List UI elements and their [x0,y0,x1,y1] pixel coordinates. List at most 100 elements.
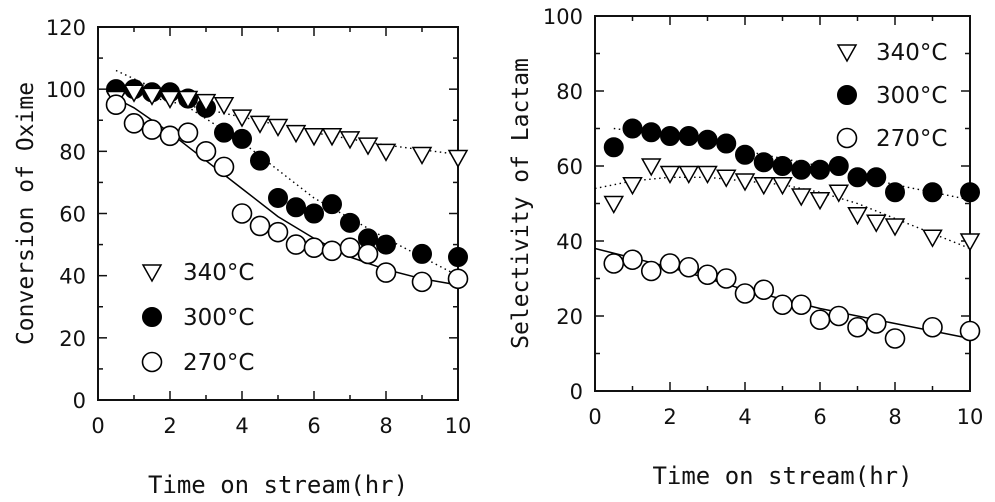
data-point [214,122,234,143]
data-point [847,167,868,188]
data-point [603,253,625,274]
data-point [268,187,288,208]
y-tick-label: 20 [59,327,86,351]
data-point [213,96,235,116]
y-tick-label: 80 [59,140,86,164]
data-point [847,316,868,338]
data-point [660,126,680,146]
data-point [304,203,324,224]
y-tick-label: 60 [556,155,583,179]
y-tick-label: 100 [543,5,583,29]
data-point [105,94,127,116]
data-point [790,188,812,207]
data-point [376,234,396,255]
x-tick-label: 10 [445,414,472,438]
x-tick-label: 0 [588,405,601,429]
data-point [828,305,850,327]
data-point [885,182,905,203]
legend-label: 300°C [183,305,254,331]
data-point [411,146,433,165]
x-tick-label: 4 [738,405,751,429]
data-point [447,149,469,169]
data-point [866,167,887,188]
data-point [959,233,981,252]
data-point [340,212,360,233]
legend-marker [837,85,857,105]
y-tick-label: 120 [46,16,86,40]
plot-frame [594,15,971,392]
series-filled-circle [106,79,468,268]
data-point [321,240,343,262]
data-point [810,159,830,180]
data-point [232,128,252,149]
data-point [734,173,756,192]
data-point [411,271,433,293]
data-point [715,169,737,188]
data-point [678,126,699,146]
data-point [231,109,253,128]
x-tick-label: 2 [163,414,176,438]
data-point [922,229,943,248]
data-point [865,313,887,334]
data-point [285,234,307,255]
data-point [213,156,235,178]
data-point [753,177,775,196]
y-axis-label: Selectivity of Lactam [508,58,534,349]
data-point [715,268,737,289]
data-point [267,221,289,243]
data-point [339,131,361,150]
x-tick-label: 8 [379,414,392,438]
data-point [884,328,906,349]
y-tick-label: 100 [46,78,86,102]
data-point [641,122,662,143]
data-point [250,150,270,171]
legend-label: 270°C [183,350,254,376]
data-point [772,156,793,176]
legend-marker [836,44,858,63]
x-tick-label: 10 [957,405,984,429]
x-tick-label: 0 [91,414,104,438]
data-point [357,243,379,265]
series-open-triangle-down [603,158,981,252]
data-point [809,192,831,211]
data-point [303,128,325,147]
data-point [960,182,980,203]
y-tick-label: 0 [570,380,583,404]
data-point [772,177,793,196]
data-point [922,316,943,338]
data-point [884,218,906,237]
data-point [640,260,662,282]
x-tick-label: 6 [307,414,320,438]
series-filled-circle [603,118,980,203]
data-point [772,294,793,316]
x-tick-label: 6 [813,405,826,429]
y-axis-label: Conversion of Oxime [13,82,39,345]
data-point [753,279,775,301]
data-point [321,128,343,147]
data-point [697,165,718,185]
data-point [847,207,868,226]
data-point [123,113,145,134]
y-tick-label: 40 [59,265,86,289]
y-tick-label: 40 [556,230,583,254]
data-point [865,214,887,233]
data-point [322,194,342,215]
legend-label: 270°C [876,126,947,152]
data-point [159,125,181,147]
data-point [716,133,737,154]
data-point [285,124,307,144]
data-point [622,177,643,196]
data-point [303,237,325,258]
data-point [828,184,850,203]
data-point [959,320,981,342]
data-point [791,159,812,180]
data-point [357,137,379,156]
data-point [734,283,756,304]
data-point [141,87,163,106]
data-point [678,165,700,185]
legend: 340°C 300°C 270°C [836,40,947,152]
x-tick-label: 4 [235,414,248,438]
data-point [622,118,643,139]
data-point [249,215,271,237]
